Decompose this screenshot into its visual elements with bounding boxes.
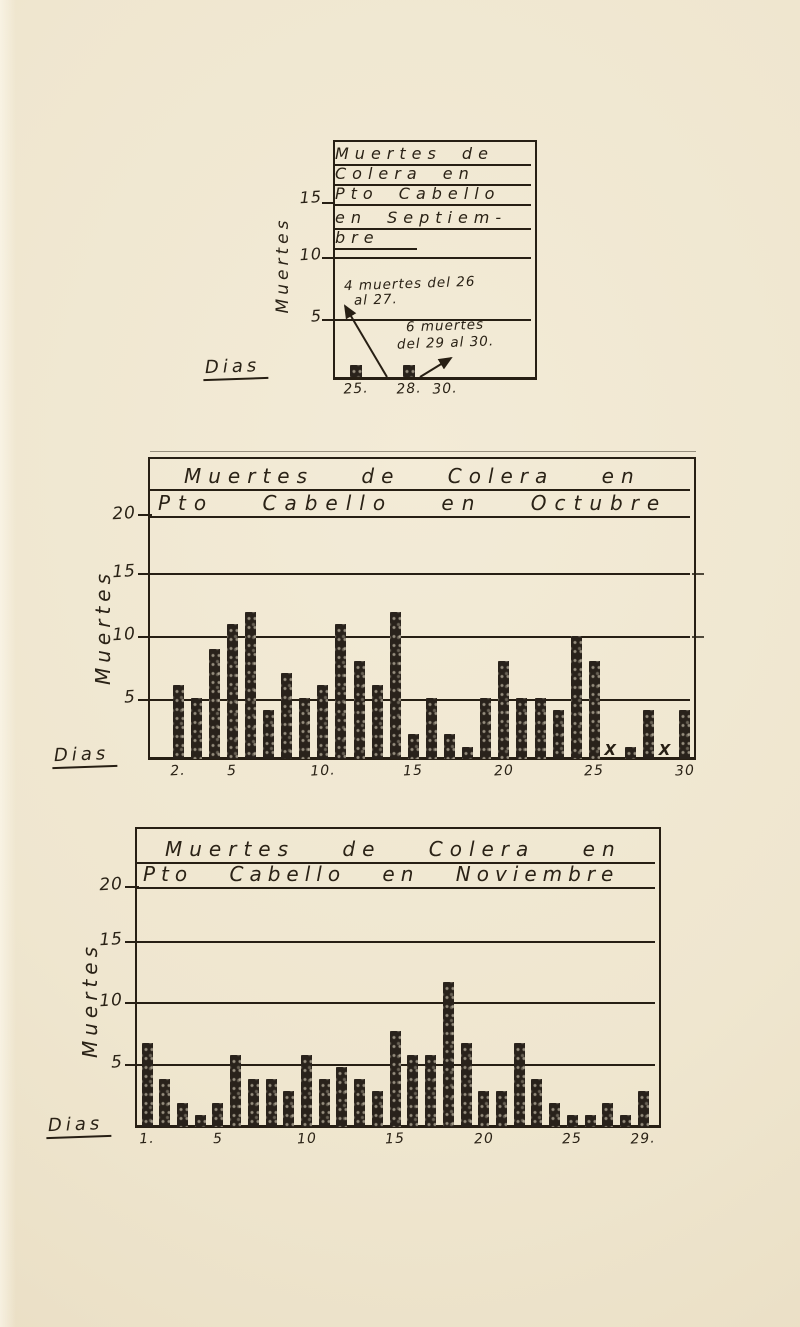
y-tick-dash	[322, 319, 335, 321]
y-tick-label: 20	[111, 503, 137, 525]
y-tick-label: 5	[123, 687, 137, 708]
gridline-10-septiembre	[335, 257, 531, 259]
x-tick-octubre-10: 10.	[309, 762, 336, 780]
x-tick-octubre-15: 15	[402, 762, 424, 780]
x-tick-octubre-30: 30	[674, 762, 696, 780]
y-tick-label: 15	[299, 187, 323, 208]
gridline-5-noviembre	[137, 1064, 655, 1066]
y-tick-dash	[125, 941, 139, 943]
gridline-5-septiembre	[335, 319, 531, 321]
x-tick-septiembre-28: 28.	[396, 380, 423, 398]
chart-title-line: Pto Cabello en Noviembre	[137, 861, 655, 889]
annotation-arrows	[343, 304, 453, 378]
x-tick-octubre-5: 5	[226, 762, 238, 780]
chart-title-line: Muertes de Colera en	[137, 830, 655, 864]
gridline-10-octubre	[150, 636, 690, 638]
y-tick-dash	[322, 202, 335, 204]
y-tick-dash	[125, 1064, 139, 1066]
chart-title-line: bre	[335, 227, 417, 250]
x-axis-label: Dias	[45, 1112, 112, 1140]
x-tick-septiembre-25: 25.	[342, 380, 370, 398]
plot-area-septiembre	[333, 140, 537, 380]
y-tick-dash	[138, 636, 152, 638]
y-tick-dash	[138, 514, 152, 516]
y-tick-dash	[692, 636, 704, 638]
x-axis-label: Dias	[202, 354, 269, 382]
gridline-15-octubre	[150, 573, 690, 575]
y-axis-label: Muertes	[273, 216, 293, 314]
x-tick-octubre-20: 20	[493, 762, 515, 780]
x-tick-noviembre-1: 1.	[138, 1130, 156, 1148]
gridline-10-noviembre	[137, 1002, 655, 1004]
chart-title-line: en Septiem-	[335, 203, 531, 230]
x-tick-noviembre-10: 10	[296, 1130, 317, 1148]
chart-title-line: Pto Cabello	[335, 183, 531, 206]
y-axis-label: Muertes	[78, 941, 102, 1059]
x-tick-octubre-2: 2.	[169, 762, 187, 780]
plot-area-octubre	[148, 457, 696, 760]
x-tick-noviembre-25: 25	[561, 1130, 583, 1148]
y-tick-label: 20	[98, 874, 124, 896]
chart-title-line: Muertes de	[335, 141, 531, 166]
x-tick-septiembre-30: 30.	[431, 380, 458, 398]
y-tick-dash	[692, 573, 704, 575]
chart-title-line: Colera en	[335, 163, 531, 186]
x-axis-label: Dias	[51, 742, 118, 770]
x-tick-noviembre-20: 20	[473, 1130, 494, 1148]
x-tick-noviembre-15: 15	[384, 1130, 406, 1148]
chart-title-line: Pto Cabello en Octubre	[150, 488, 690, 518]
gridline-5-octubre	[150, 699, 690, 701]
scan-line-artifact	[150, 451, 696, 452]
y-tick-dash	[125, 886, 139, 888]
y-tick-dash	[138, 699, 152, 701]
y-tick-dash	[125, 1002, 139, 1004]
y-axis-label: Muertes	[91, 568, 115, 686]
y-tick-dash	[322, 257, 335, 259]
gridline-15-noviembre	[137, 941, 655, 943]
y-tick-dash	[138, 573, 152, 575]
x-tick-noviembre-5: 5	[212, 1130, 224, 1148]
x-tick-octubre-25: 25	[583, 762, 605, 780]
chart-title-line: Muertes de Colera en	[150, 459, 690, 491]
x-tick-noviembre-29: 29.	[630, 1130, 657, 1148]
